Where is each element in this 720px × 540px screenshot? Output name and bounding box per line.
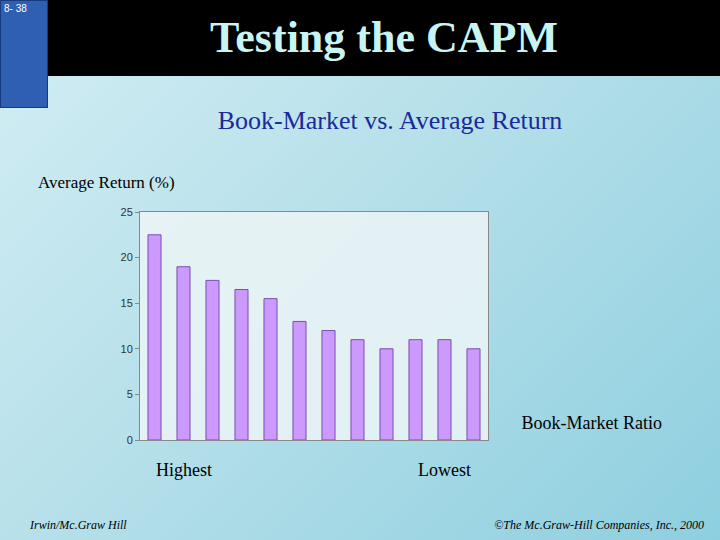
svg-text:15: 15 [121, 297, 133, 309]
html-text:Book-Market vs. Average Return: Book-Market vs. Average Return [217, 106, 563, 135]
svg-text:10: 10 [121, 343, 133, 355]
svg-text:20: 20 [121, 251, 133, 263]
svg-text:25: 25 [121, 206, 133, 218]
html-text:Testing the CAPM: Testing the CAPM [210, 13, 558, 62]
html-text:Irwin/Mc.Graw Hill: Irwin/Mc.Graw Hill [30, 518, 127, 532]
svg-text:5: 5 [127, 388, 133, 400]
svg-text:0: 0 [127, 434, 133, 446]
svg-text:Lowest: Lowest [418, 460, 471, 480]
html-text:Book-Market Ratio: Book-Market Ratio [521, 413, 662, 433]
svg-text:Highest: Highest [156, 460, 212, 480]
html-text:©The Mc.Graw-Hill Companies, I: ©The Mc.Graw-Hill Companies, Inc., 2000 [494, 518, 704, 532]
html-text:8- 38: 8- 38 [4, 3, 27, 14]
html-text:Average Return (%): Average Return (%) [38, 173, 175, 192]
